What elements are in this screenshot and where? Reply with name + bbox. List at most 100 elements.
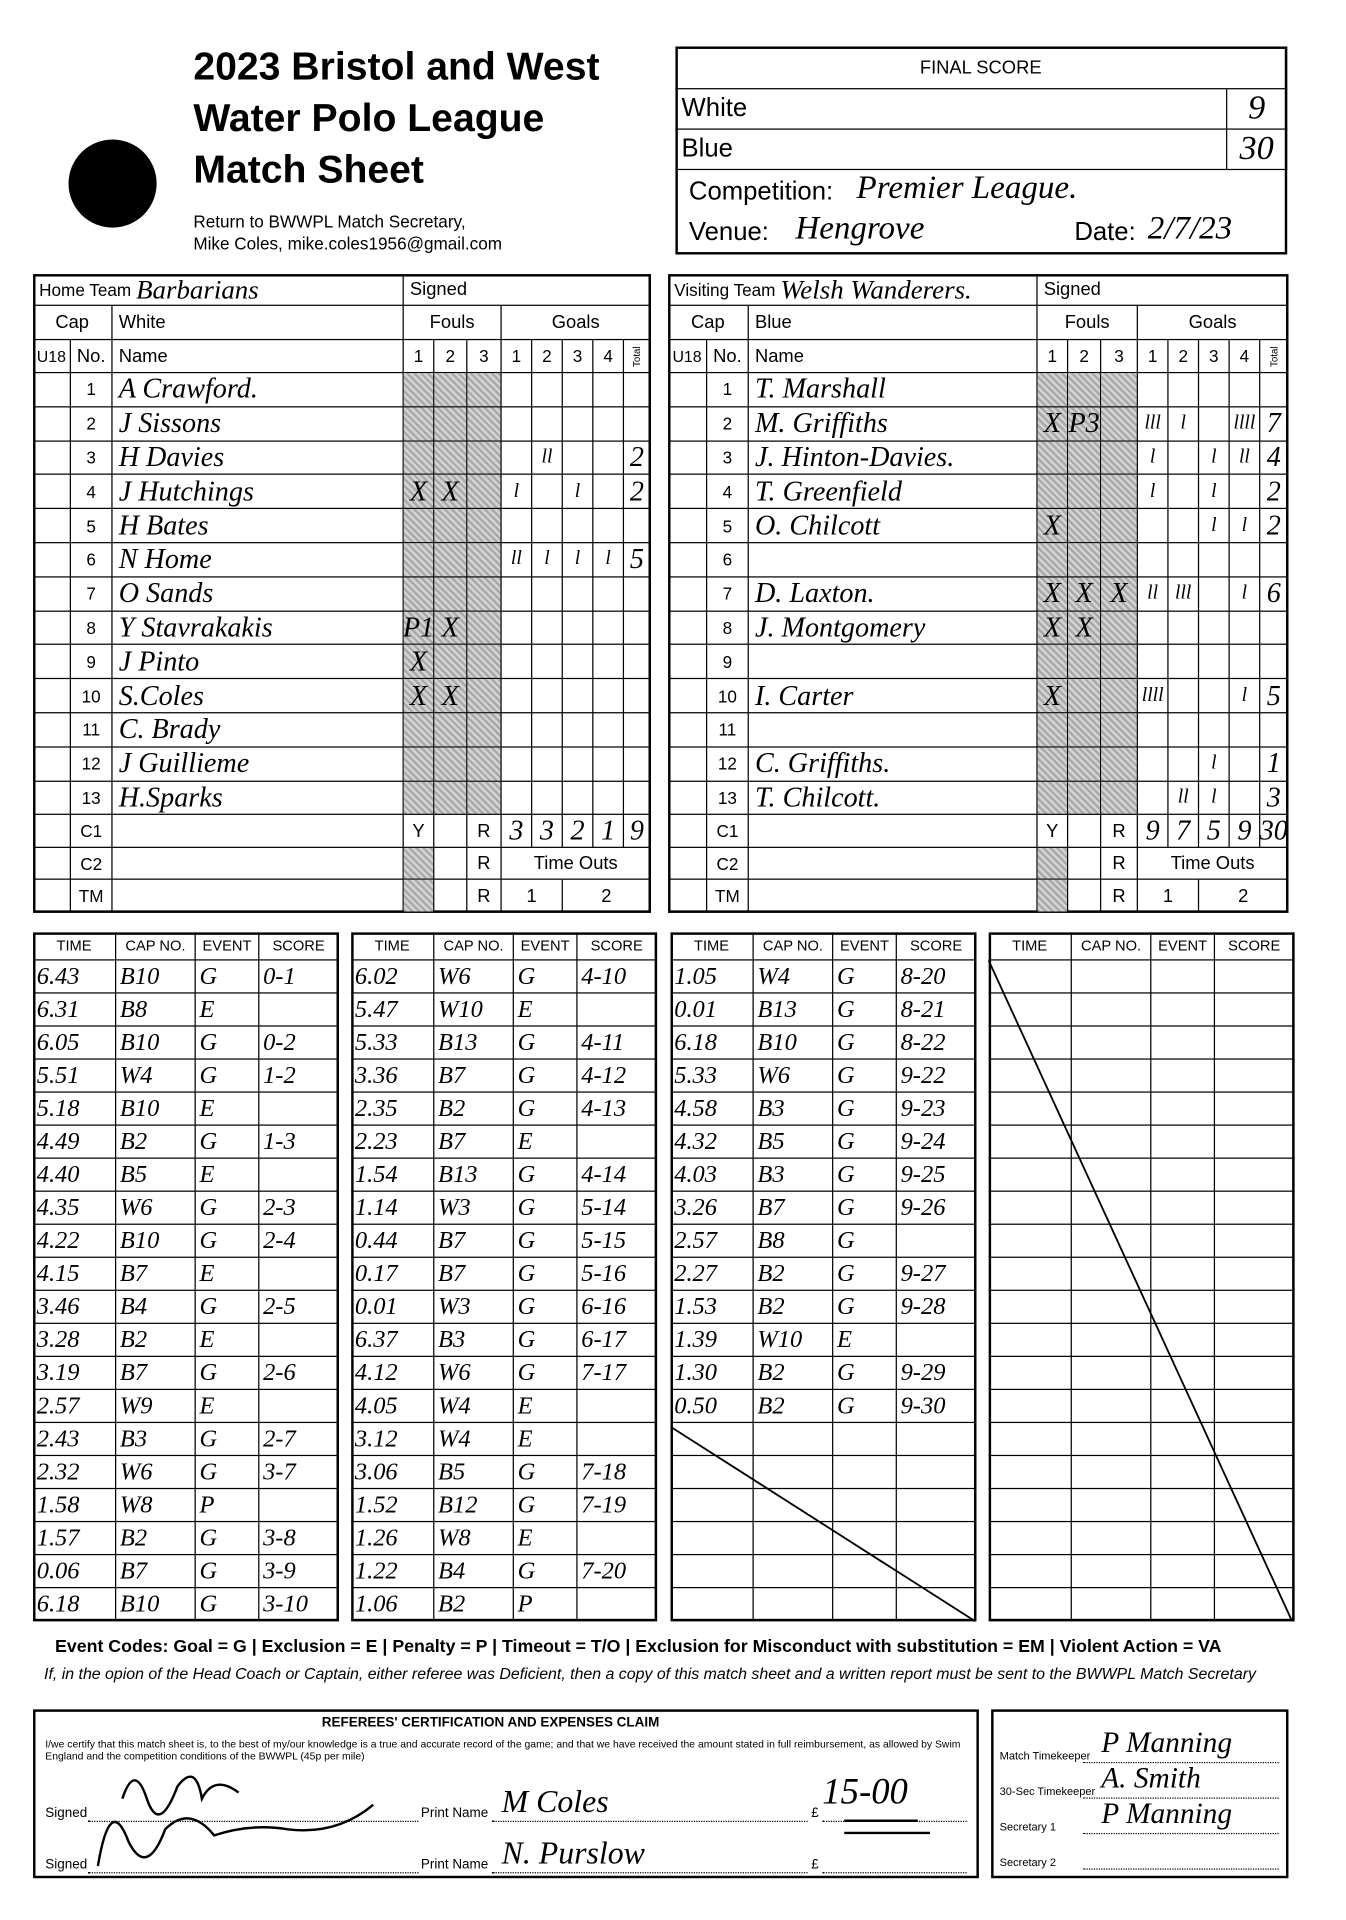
event-cell: G (833, 1026, 897, 1060)
goal-total: 30 (1260, 815, 1289, 848)
u18-label: U18 (668, 340, 708, 374)
official-role: 30-Sec Timekeeper (999, 1785, 1096, 1798)
event-cell: 1.22 (351, 1555, 435, 1589)
event-cell (1071, 1588, 1152, 1622)
player-no: 11 (707, 713, 749, 748)
foul-cell (1101, 509, 1138, 544)
goal-cell: l (1229, 679, 1261, 714)
player-no: 12 (70, 747, 113, 782)
event-cell (988, 1323, 1072, 1357)
event-cell: 9-28 (896, 1290, 977, 1324)
goal-cell (532, 577, 563, 612)
event-cell: 4.15 (33, 1257, 117, 1291)
event-header: TIME (670, 932, 754, 961)
event-cell (1071, 1224, 1152, 1258)
event-cell: 4.49 (33, 1125, 117, 1159)
event-cell: B12 (434, 1489, 514, 1523)
event-cell (833, 1588, 897, 1622)
event-cell: 3.36 (351, 1059, 435, 1093)
foul-cell: X (434, 475, 468, 510)
u18-cell (33, 747, 71, 782)
time-outs-label: Time Outs (1137, 847, 1289, 881)
amount: 15-00 (822, 1771, 908, 1813)
goal-cell (1168, 509, 1200, 544)
goal-cell (562, 747, 594, 782)
player-total: 2 (1260, 475, 1289, 510)
event-cell (1151, 1158, 1216, 1192)
foul-cell (1037, 713, 1069, 748)
event-header: EVENT (195, 932, 260, 961)
foul-quarter: 2 (1068, 340, 1102, 374)
event-cell (1215, 1555, 1295, 1589)
foul-cell (467, 747, 502, 782)
goal-cell: llll (1137, 679, 1169, 714)
goal-cell (593, 407, 625, 442)
foul-cell (434, 373, 468, 408)
u18-cell (668, 847, 708, 881)
u18-cell (668, 679, 708, 714)
title-line: Match Sheet (193, 146, 424, 191)
goal-cell (501, 679, 533, 714)
event-cell: W4 (434, 1390, 514, 1424)
goal-cell (562, 781, 594, 816)
u18-cell (33, 611, 71, 646)
event-cell (1215, 960, 1295, 994)
foul-quarter: 2 (434, 340, 468, 374)
event-cell: G (195, 1125, 260, 1159)
goal-cell (1199, 407, 1230, 442)
official-role: Secretary 1 (999, 1820, 1057, 1833)
foul-cell: X (1037, 407, 1069, 442)
date: 2/7/23 (1147, 209, 1233, 246)
event-cell: 8-20 (896, 960, 977, 994)
goal-cell: lll (1137, 407, 1169, 442)
event-cell: 8-22 (896, 1026, 977, 1060)
player-total: 2 (1260, 509, 1289, 544)
official-role: Match Timekeeper (999, 1749, 1091, 1762)
event-cell: G (833, 1125, 897, 1159)
foul-cell: X (1037, 509, 1069, 544)
event-cell (1215, 1026, 1295, 1060)
event-cell (670, 1588, 754, 1622)
event-cell (753, 1456, 834, 1490)
event-cell: 5-15 (577, 1224, 658, 1258)
event-cell: B7 (116, 1257, 196, 1291)
goal-cell (1168, 475, 1200, 510)
goal-cell (1199, 713, 1230, 748)
foul-cell (467, 611, 502, 646)
dotted-line (1082, 1761, 1279, 1764)
total-label-cell: Total (624, 340, 651, 374)
u18-cell (33, 373, 71, 408)
goal-cell: l (562, 543, 594, 578)
signature (121, 1775, 240, 1816)
foul-cell (403, 880, 435, 913)
u18-cell (33, 781, 71, 816)
cap-color: Blue (748, 305, 1038, 341)
event-cell: B7 (434, 1125, 514, 1159)
event-cell (753, 1588, 834, 1622)
event-cell: 2.57 (670, 1224, 754, 1258)
u18-cell (33, 577, 71, 612)
foul-cell (434, 645, 468, 680)
time-outs-label: Time Outs (501, 847, 651, 881)
u18-cell (668, 713, 708, 748)
goal-cell (532, 509, 563, 544)
red-card: R (467, 880, 502, 913)
event-cell: 4-12 (577, 1059, 658, 1093)
event-cell: 6.02 (351, 960, 435, 994)
event-cell: E (195, 1257, 260, 1291)
event-cell (1215, 1191, 1295, 1225)
player-name: T. Greenfield (748, 475, 1038, 510)
event-cell (1215, 1356, 1295, 1391)
official-name (748, 847, 1038, 881)
player-no: 7 (707, 577, 749, 612)
name-label: Name (112, 340, 404, 374)
event-cell (259, 1158, 339, 1192)
event-cell: 5-16 (577, 1257, 658, 1291)
event-header: SCORE (1215, 932, 1295, 961)
player-name: N Home (112, 543, 404, 578)
red-card: R (1101, 880, 1138, 913)
team-name: White (675, 89, 1228, 130)
official-name: A. Smith (1101, 1763, 1201, 1796)
foul-cell: X (403, 645, 435, 680)
event-cell: 6.18 (670, 1026, 754, 1060)
